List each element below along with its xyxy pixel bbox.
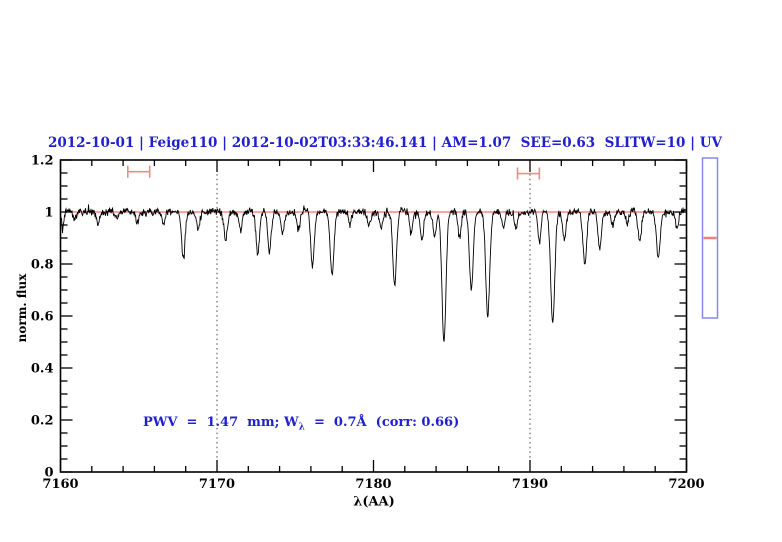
spectrum-line: [60, 204, 687, 342]
y-tick-label: 0.8: [31, 258, 54, 273]
y-tick-label: 0.2: [31, 414, 54, 429]
pwv-annotation-suffix: = 0.7Å (corr: 0.66): [304, 415, 460, 430]
x-tick-label: 7160: [42, 477, 78, 492]
plot-title: 2012-10-01 | Feige110 | 2012-10-02T03:33…: [47, 135, 722, 151]
pwv-annotation-prefix: PWV = 1.47 mm; W: [143, 415, 299, 430]
pwv-annotation-sub: λ: [298, 422, 305, 433]
x-axis-label: λ(AA): [353, 494, 395, 510]
x-tick-label: 7200: [668, 477, 704, 492]
x-tick-label: 7180: [355, 477, 391, 492]
y-tick-label: 1.2: [31, 154, 54, 169]
side-gauge: [701, 157, 719, 319]
y-axis-label: norm. flux: [15, 273, 29, 343]
interval-marker: [516, 167, 541, 180]
y-tick-label: 1: [44, 206, 53, 221]
x-tick-label: 7170: [199, 477, 235, 492]
axis-ticks: [59, 159, 688, 473]
pwv-annotation: PWV = 1.47 mm; Wλ = 0.7Å (corr: 0.66): [143, 415, 459, 433]
y-tick-label: 0.6: [31, 310, 54, 325]
x-tick-label: 7190: [512, 477, 548, 492]
interval-marker: [126, 165, 151, 178]
y-tick-label: 0: [44, 466, 53, 481]
y-tick-label: 0.4: [31, 362, 54, 377]
